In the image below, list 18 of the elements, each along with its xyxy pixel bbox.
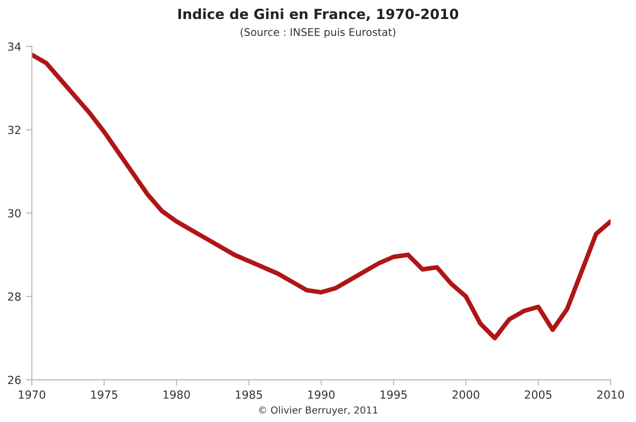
chart-subtitle: (Source : INSEE puis Eurostat) [240, 28, 396, 38]
x-tick-label: 1985 [236, 390, 262, 399]
x-tick-label: 1975 [91, 390, 118, 399]
x-tick-label: 1995 [380, 390, 407, 399]
y-tick-label: 32 [8, 126, 20, 134]
y-tick-label: 28 [8, 292, 21, 301]
text: © Olivier Berruyer, 2011 [259, 406, 378, 416]
x-tick-label: 1970 [18, 390, 46, 399]
x-tick-label: 1980 [164, 390, 190, 399]
y-tick-label: 26 [8, 376, 21, 384]
line-series [32, 52, 611, 340]
x-tick-label: 2000 [452, 390, 480, 399]
x-tick-label: 2005 [524, 390, 552, 399]
y-tick-label: 34 [8, 42, 21, 51]
y-tick-label: 30 [8, 209, 21, 218]
x-tick-label: 1990 [308, 390, 335, 399]
chart-title: Indice de Gini en France, 1970-2010 [178, 8, 458, 21]
x-tick-label: 2010 [597, 390, 624, 399]
